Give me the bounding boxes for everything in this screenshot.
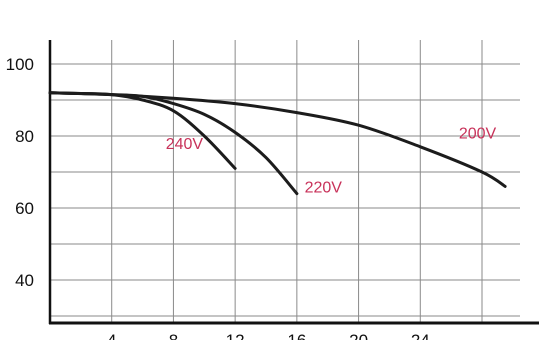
labels: 240V 220V 200V: [166, 125, 497, 196]
y-tick-label: 60: [15, 199, 34, 218]
grid: [50, 40, 520, 322]
y-tick-label: 40: [15, 271, 34, 290]
x-tick-label: 20: [349, 331, 368, 340]
x-tick-label: 12: [226, 331, 245, 340]
series-label-240v: 240V: [166, 136, 204, 153]
x-tick-label: 24: [411, 331, 430, 340]
series-lines: [48, 91, 507, 196]
x-tick-label: 8: [169, 331, 178, 340]
series-line-200v: [48, 91, 507, 188]
x-tick-label: 16: [287, 331, 306, 340]
y-tick-label: 80: [15, 127, 34, 146]
axes: 40 60 80 100 4 8 12 16 20 24: [6, 40, 539, 340]
series-label-200v: 200V: [459, 125, 497, 142]
series-line-240v: [48, 91, 237, 170]
y-tick-label: 100: [6, 55, 34, 74]
x-tick-label: 4: [107, 331, 116, 340]
series-label-220v: 220V: [305, 179, 343, 196]
